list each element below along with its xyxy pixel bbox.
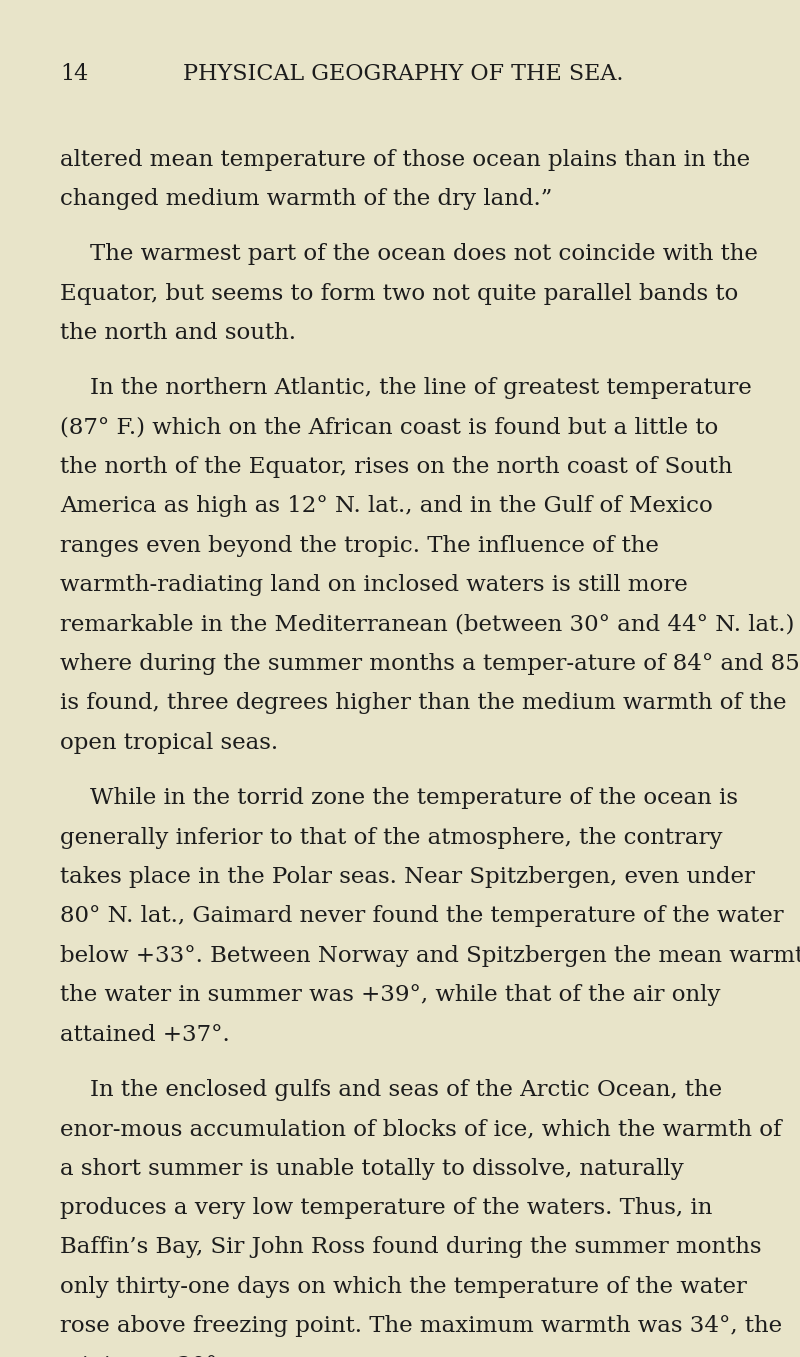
Text: the water in summer was +39°, while that of the air only: the water in summer was +39°, while that… <box>60 984 721 1006</box>
Text: ranges even beyond the tropic. The influence of the: ranges even beyond the tropic. The influ… <box>60 535 659 556</box>
Text: altered mean temperature of those ocean plains than in the: altered mean temperature of those ocean … <box>60 148 750 171</box>
Text: produces a very low temperature of the waters. Thus, in: produces a very low temperature of the w… <box>60 1197 712 1219</box>
Text: 80° N. lat., Gaimard never found the temperature of the water: 80° N. lat., Gaimard never found the tem… <box>60 905 784 927</box>
Text: Equator, but seems to form two not quite parallel bands to: Equator, but seems to form two not quite… <box>60 282 738 304</box>
Text: a short summer is unable totally to dissolve, naturally: a short summer is unable totally to diss… <box>60 1158 684 1179</box>
Text: (87° F.) which on the African coast is found but a little to: (87° F.) which on the African coast is f… <box>60 417 718 438</box>
Text: changed medium warmth of the dry land.”: changed medium warmth of the dry land.” <box>60 189 552 210</box>
Text: While in the torrid zone the temperature of the ocean is: While in the torrid zone the temperature… <box>90 787 738 809</box>
Text: is found, three degrees higher than the medium warmth of the: is found, three degrees higher than the … <box>60 692 786 715</box>
Text: Baffin’s Bay, Sir John Ross found during the summer months: Baffin’s Bay, Sir John Ross found during… <box>60 1236 762 1258</box>
Text: attained +37°.: attained +37°. <box>60 1023 230 1046</box>
Text: below +33°. Between Norway and Spitzbergen the mean warmth of: below +33°. Between Norway and Spitzberg… <box>60 944 800 966</box>
Text: takes place in the Polar seas. Near Spitzbergen, even under: takes place in the Polar seas. Near Spit… <box>60 866 755 887</box>
Text: warmth-radiating land on inclosed waters is still more: warmth-radiating land on inclosed waters… <box>60 574 688 596</box>
Text: rose above freezing point. The maximum warmth was 34°, the: rose above freezing point. The maximum w… <box>60 1315 782 1337</box>
Text: 14: 14 <box>60 62 88 84</box>
Text: enor-mous accumulation of blocks of ice, which the warmth of: enor-mous accumulation of blocks of ice,… <box>60 1118 782 1140</box>
Text: minimum 30°.: minimum 30°. <box>60 1354 224 1357</box>
Text: generally inferior to that of the atmosphere, the contrary: generally inferior to that of the atmosp… <box>60 826 722 848</box>
Text: In the northern Atlantic, the line of greatest temperature: In the northern Atlantic, the line of gr… <box>90 377 752 399</box>
Text: America as high as 12° N. lat., and in the Gulf of Mexico: America as high as 12° N. lat., and in t… <box>60 495 713 517</box>
Text: remarkable in the Mediterranean (between 30° and 44° N. lat.): remarkable in the Mediterranean (between… <box>60 613 794 635</box>
Text: PHYSICAL GEOGRAPHY OF THE SEA.: PHYSICAL GEOGRAPHY OF THE SEA. <box>182 62 623 84</box>
Text: the north and south.: the north and south. <box>60 322 296 343</box>
Text: In the enclosed gulfs and seas of the Arctic Ocean, the: In the enclosed gulfs and seas of the Ar… <box>90 1079 722 1101</box>
Text: only thirty-one days on which the temperature of the water: only thirty-one days on which the temper… <box>60 1276 747 1297</box>
Text: the north of the Equator, rises on the north coast of South: the north of the Equator, rises on the n… <box>60 456 733 478</box>
Text: The warmest part of the ocean does not coincide with the: The warmest part of the ocean does not c… <box>90 243 758 265</box>
Text: open tropical seas.: open tropical seas. <box>60 731 278 754</box>
Text: where during the summer months a temper-ature of 84° and 85°: where during the summer months a temper-… <box>60 653 800 674</box>
